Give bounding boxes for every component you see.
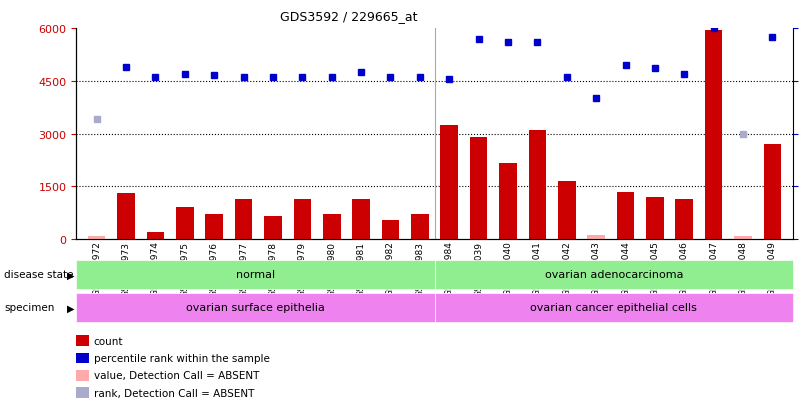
Text: ovarian cancer epithelial cells: ovarian cancer epithelial cells xyxy=(530,303,697,313)
Text: specimen: specimen xyxy=(4,303,54,313)
Bar xyxy=(529,131,546,240)
Bar xyxy=(76,260,434,289)
Text: percentile rank within the sample: percentile rank within the sample xyxy=(94,353,270,363)
Bar xyxy=(558,182,576,240)
Bar xyxy=(587,235,605,240)
Bar xyxy=(705,31,723,240)
Text: value, Detection Call = ABSENT: value, Detection Call = ABSENT xyxy=(94,370,259,380)
Bar xyxy=(499,164,517,240)
Text: ovarian surface epithelia: ovarian surface epithelia xyxy=(186,303,324,313)
Bar xyxy=(381,220,399,240)
Bar xyxy=(323,215,340,240)
Text: disease state: disease state xyxy=(4,270,74,280)
Bar xyxy=(293,199,311,240)
Bar xyxy=(434,260,793,289)
Bar xyxy=(264,217,282,240)
Bar xyxy=(411,215,429,240)
Text: ovarian adenocarcinoma: ovarian adenocarcinoma xyxy=(545,270,683,280)
Bar xyxy=(235,199,252,240)
Text: ▶: ▶ xyxy=(66,303,74,313)
Bar xyxy=(470,138,488,240)
Bar xyxy=(88,237,106,240)
Bar xyxy=(176,208,194,240)
Bar xyxy=(763,145,781,240)
Bar xyxy=(735,236,752,240)
Bar xyxy=(441,126,458,240)
Bar xyxy=(646,197,664,240)
Bar xyxy=(76,293,434,322)
Bar xyxy=(617,192,634,240)
Text: count: count xyxy=(94,336,123,346)
Bar xyxy=(352,199,370,240)
Text: ▶: ▶ xyxy=(66,270,74,280)
Text: rank, Detection Call = ABSENT: rank, Detection Call = ABSENT xyxy=(94,388,254,398)
Bar xyxy=(205,215,223,240)
Bar xyxy=(117,194,135,240)
Text: GDS3592 / 229665_at: GDS3592 / 229665_at xyxy=(280,10,418,23)
Bar xyxy=(434,293,793,322)
Text: normal: normal xyxy=(235,270,275,280)
Bar xyxy=(675,199,693,240)
Bar xyxy=(147,233,164,240)
